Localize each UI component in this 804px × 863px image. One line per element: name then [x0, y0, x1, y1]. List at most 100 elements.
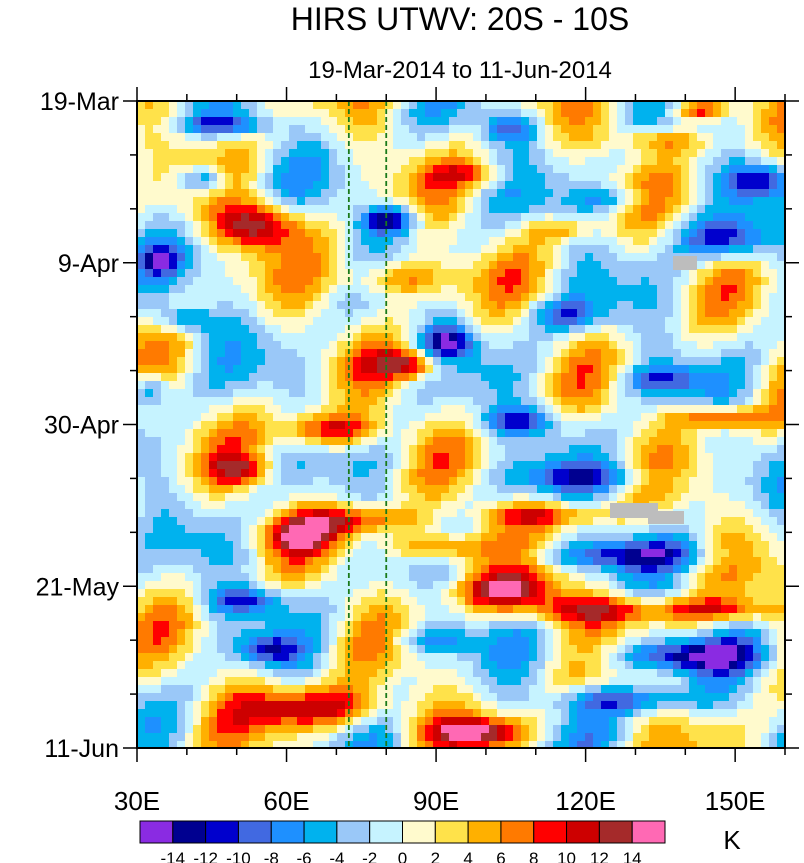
heatmap-cell	[433, 549, 442, 558]
heatmap-cell	[321, 421, 330, 430]
heatmap-cell	[305, 317, 314, 326]
heatmap-cell	[177, 125, 186, 134]
heatmap-cell	[433, 149, 442, 158]
heatmap-cell	[673, 533, 682, 542]
heatmap-cell	[209, 333, 218, 342]
heatmap-cell	[497, 141, 506, 150]
heatmap-cell	[473, 157, 482, 166]
heatmap-cell	[545, 445, 554, 454]
heatmap-cell	[145, 325, 154, 334]
heatmap-cell	[721, 373, 730, 382]
heatmap-cell	[305, 525, 314, 534]
heatmap-cell	[377, 197, 386, 206]
heatmap-cell	[137, 405, 146, 414]
heatmap-cell	[249, 445, 258, 454]
heatmap-cell	[145, 509, 154, 518]
heatmap-cell	[569, 269, 578, 278]
heatmap-cell	[521, 173, 530, 182]
heatmap-cell	[473, 221, 482, 230]
heatmap-cell	[305, 309, 314, 318]
chart-title: HIRS UTWV: 20S - 10S	[291, 1, 629, 37]
heatmap-cell	[441, 501, 450, 510]
heatmap-cell	[241, 509, 250, 518]
heatmap-cell	[225, 213, 234, 222]
heatmap-cell	[409, 557, 418, 566]
heatmap-cell	[161, 245, 170, 254]
heatmap-cell	[457, 533, 466, 542]
heatmap-cell	[521, 117, 530, 126]
heatmap-cell	[177, 445, 186, 454]
heatmap-cell	[449, 469, 458, 478]
heatmap-cell	[265, 213, 274, 222]
heatmap-cell	[625, 141, 634, 150]
heatmap-cell	[377, 445, 386, 454]
heatmap-cell	[289, 245, 298, 254]
heatmap-cell	[225, 397, 234, 406]
heatmap-cell	[137, 389, 146, 398]
heatmap-cell	[577, 349, 586, 358]
heatmap-cell	[777, 157, 786, 166]
heatmap-cell	[633, 357, 642, 366]
heatmap-cell	[177, 477, 186, 486]
heatmap-cell	[169, 301, 178, 310]
heatmap-cell	[161, 365, 170, 374]
heatmap-cell	[513, 429, 522, 438]
heatmap-cell	[185, 581, 194, 590]
heatmap-cell	[729, 429, 738, 438]
heatmap-cell	[249, 125, 258, 134]
heatmap-cell	[737, 197, 746, 206]
heatmap-cell	[729, 357, 738, 366]
heatmap-cell	[457, 301, 466, 310]
heatmap-cell	[361, 253, 370, 262]
heatmap-cell	[521, 197, 530, 206]
heatmap-cell	[393, 477, 402, 486]
heatmap-cell	[217, 429, 226, 438]
heatmap-cell	[521, 477, 530, 486]
heatmap-cell	[481, 485, 490, 494]
heatmap-cell	[753, 253, 762, 262]
heatmap-cell	[617, 437, 626, 446]
heatmap-cell	[625, 485, 634, 494]
heatmap-cell	[457, 557, 466, 566]
heatmap-cell	[297, 333, 306, 342]
heatmap-cell	[473, 205, 482, 214]
heatmap-cell	[473, 589, 482, 598]
heatmap-cell	[353, 117, 362, 126]
heatmap-cell	[537, 261, 546, 270]
heatmap-cell	[241, 485, 250, 494]
heatmap-cell	[241, 157, 250, 166]
heatmap-cell	[225, 181, 234, 190]
heatmap-cell	[169, 213, 178, 222]
heatmap-cell	[273, 237, 282, 246]
heatmap-cell	[465, 501, 474, 510]
heatmap-cell	[761, 317, 770, 326]
heatmap-cell	[529, 333, 538, 342]
heatmap-cell	[377, 509, 386, 518]
heatmap-cell	[585, 261, 594, 270]
heatmap-cell	[657, 253, 666, 262]
heatmap-cell	[593, 557, 602, 566]
heatmap-cell	[337, 405, 346, 414]
heatmap-cell	[585, 213, 594, 222]
heatmap-cell	[753, 381, 762, 390]
heatmap-cell	[225, 485, 234, 494]
heatmap-cell	[305, 581, 314, 590]
heatmap-cell	[169, 117, 178, 126]
heatmap-cell	[585, 501, 594, 510]
heatmap-cell	[505, 349, 514, 358]
heatmap-cell	[585, 205, 594, 214]
heatmap-cell	[473, 557, 482, 566]
heatmap-cell	[185, 245, 194, 254]
heatmap-cell	[705, 485, 714, 494]
heatmap-cell	[353, 389, 362, 398]
heatmap-cell	[153, 245, 162, 254]
heatmap-cell	[489, 357, 498, 366]
heatmap-cell	[217, 525, 226, 534]
heatmap-cell	[473, 381, 482, 390]
heatmap-cell	[577, 533, 586, 542]
heatmap-cell	[441, 397, 450, 406]
heatmap-cell	[761, 469, 770, 478]
heatmap-cell	[673, 389, 682, 398]
heatmap-cell	[289, 269, 298, 278]
heatmap-cell	[281, 125, 290, 134]
